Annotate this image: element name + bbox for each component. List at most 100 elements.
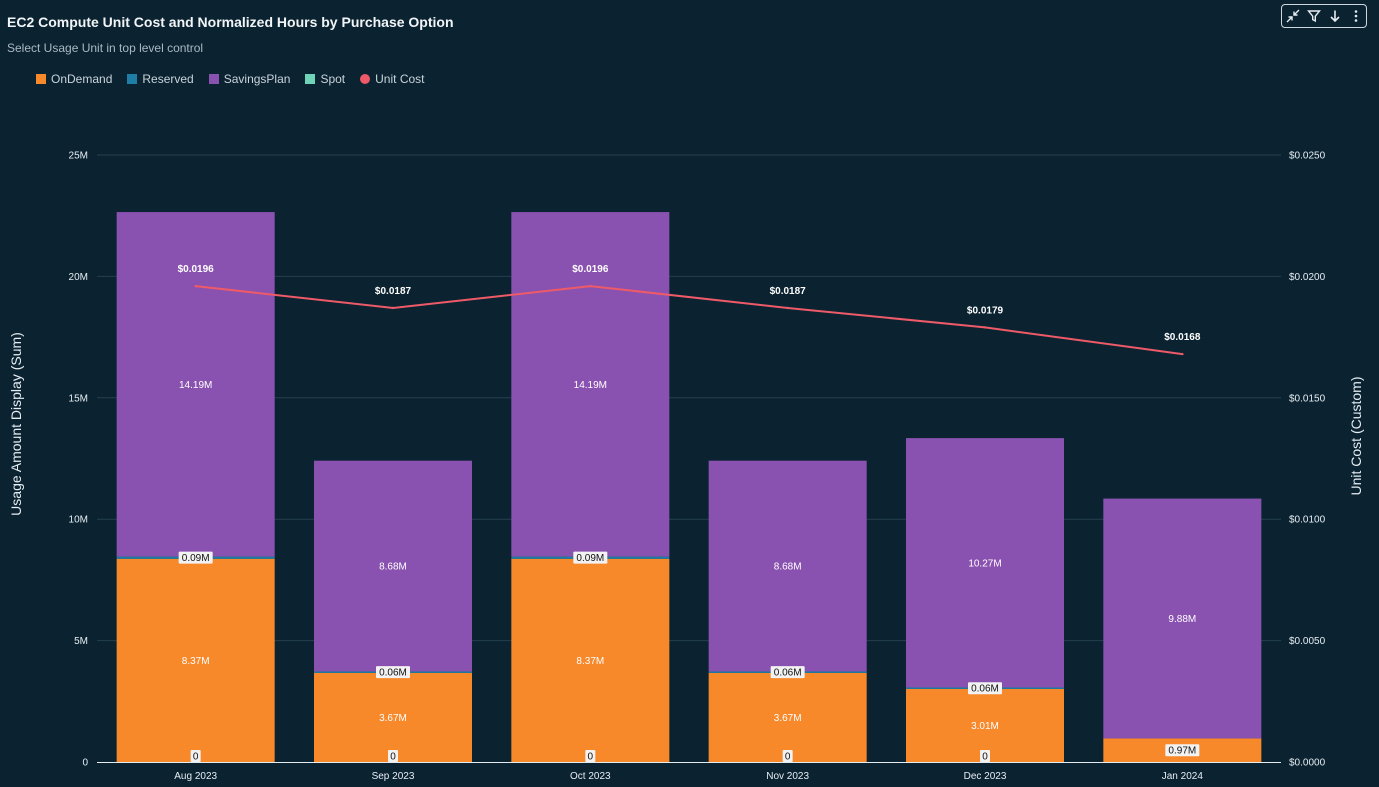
- unit-cost-point: [391, 306, 395, 310]
- legend-swatch: [36, 74, 46, 84]
- bar-value-label: 0.97M: [1168, 746, 1196, 757]
- bar-value-label: 3.67M: [774, 713, 802, 724]
- unit-cost-point: [194, 284, 197, 288]
- x-tick-label: Aug 2023: [174, 771, 217, 782]
- legend-swatch: [360, 74, 371, 84]
- y2-axis-title: Unit Cost (Custom): [1348, 376, 1364, 495]
- legend-item-reserved[interactable]: Reserved: [127, 72, 194, 86]
- download-button[interactable]: [1324, 5, 1345, 27]
- collapse-button[interactable]: [1282, 5, 1303, 27]
- bar-value-label-box: [573, 551, 608, 564]
- bar-value-label: 0.06M: [379, 668, 407, 679]
- unit-cost-label: $0.0187: [375, 286, 412, 297]
- x-tick-label: Jan 2024: [1162, 771, 1204, 782]
- bar-segment-savingsplan: [906, 438, 1064, 688]
- unit-cost-label: $0.0179: [967, 305, 1004, 316]
- legend-item-savingsplan[interactable]: SavingsPlan: [208, 72, 291, 86]
- bar-value-label-box: [388, 750, 398, 762]
- unit-cost-label: $0.0196: [572, 264, 609, 275]
- y2-tick-label: $0.0000: [1289, 758, 1326, 769]
- legend-label: Spot: [320, 72, 346, 86]
- bar-value-label: 8.68M: [774, 562, 802, 573]
- bar-value-label: 0.09M: [576, 553, 604, 564]
- y-tick-label: 20M: [69, 272, 88, 283]
- bar-value-label-box: [782, 750, 793, 762]
- bar-value-label: 8.37M: [576, 656, 604, 667]
- filter-icon: [1306, 10, 1321, 23]
- bar-segment-ondemand: [708, 672, 867, 762]
- legend-label: Unit Cost: [375, 72, 425, 86]
- y-tick-label: 5M: [74, 636, 88, 647]
- download-icon: [1329, 10, 1340, 23]
- more-options-button[interactable]: [1345, 5, 1366, 27]
- bar-segment-ondemand: [511, 558, 670, 762]
- y2-tick-label: $0.0200: [1289, 272, 1326, 283]
- bar-segment-savingsplan: [1103, 498, 1262, 739]
- bar-segment-savingsplan: [708, 460, 867, 672]
- chart-legend: OnDemand Reserved SavingsPlan Spot Unit Cost: [36, 72, 440, 86]
- bar-value-label-box: [376, 666, 410, 679]
- bar-value-label-box: [190, 750, 201, 762]
- bar-segment-savingsplan: [116, 212, 275, 557]
- legend-item-unit-cost[interactable]: Unit Cost: [360, 72, 425, 86]
- legend-label: SavingsPlan: [223, 72, 291, 86]
- bar-value-label: 8.68M: [379, 562, 407, 573]
- bar-value-label: 10.27M: [968, 558, 1001, 569]
- unit-cost-label: $0.0168: [1164, 332, 1201, 343]
- y2-tick-label: $0.0100: [1289, 515, 1326, 526]
- y2-tick-label: $0.0150: [1289, 393, 1326, 404]
- bar-value-label-box: [1165, 744, 1200, 757]
- bar-value-label: 0: [982, 752, 988, 763]
- bar-value-label: 0.09M: [182, 553, 210, 564]
- y-tick-label: 10M: [69, 515, 88, 526]
- unit-cost-point: [983, 326, 987, 329]
- bar-value-label: 14.19M: [179, 380, 212, 391]
- unit-cost-label: $0.0196: [178, 264, 215, 275]
- legend-label: Reserved: [142, 72, 194, 86]
- chart-title: EC2 Compute Unit Cost and Normalized Hou…: [7, 14, 454, 30]
- x-tick-label: Dec 2023: [964, 771, 1007, 782]
- unit-cost-point: [786, 306, 789, 310]
- y-tick-label: 25M: [69, 151, 88, 162]
- bar-value-label-box: [980, 750, 990, 762]
- bar-value-label-box: [178, 551, 213, 564]
- legend-item-spot[interactable]: Spot: [305, 72, 345, 86]
- x-tick-label: Oct 2023: [570, 771, 611, 782]
- legend-swatch: [208, 74, 219, 84]
- legend-item-ondemand[interactable]: OnDemand: [36, 72, 112, 86]
- unit-cost-label: $0.0187: [770, 286, 807, 297]
- more-icon: [1354, 10, 1357, 22]
- bar-value-label-box: [585, 750, 596, 762]
- y2-tick-label: $0.0250: [1289, 151, 1326, 162]
- unit-cost-point: [1181, 352, 1184, 356]
- filter-button[interactable]: [1303, 5, 1324, 27]
- bar-value-label: 0: [785, 752, 791, 763]
- y2-tick-label: $0.0050: [1289, 636, 1326, 647]
- chart-subtitle: Select Usage Unit in top level control: [7, 41, 204, 55]
- bar-segment-ondemand: [314, 672, 472, 762]
- unit-cost-point: [589, 284, 592, 288]
- y-tick-label: 15M: [69, 393, 88, 404]
- unit-cost-line: [195, 285, 1183, 356]
- bar-segment-savingsplan: [511, 212, 670, 557]
- bar-value-label: 0.06M: [971, 684, 999, 695]
- bar-value-label: 8.37M: [182, 656, 210, 667]
- y-axis-title: Usage Amount Display (Sum): [8, 332, 24, 516]
- legend-swatch: [127, 74, 138, 84]
- bar-value-label-box: [968, 682, 1002, 695]
- bar-segment-ondemand: [116, 558, 275, 762]
- legend-label: OnDemand: [51, 72, 113, 86]
- bar-value-label: 3.01M: [971, 721, 999, 732]
- bar-value-label: 0: [193, 752, 199, 763]
- bar-value-label: 9.88M: [1168, 614, 1196, 625]
- legend-swatch: [305, 74, 316, 84]
- bar-value-label: 14.19M: [574, 380, 607, 391]
- bar-value-label-box: [770, 666, 805, 679]
- x-tick-label: Sep 2023: [372, 771, 415, 782]
- y-tick-label: 0: [82, 758, 88, 769]
- collapse-icon: [1286, 9, 1299, 23]
- bar-segment-ondemand: [906, 688, 1064, 762]
- bar-value-label: 0: [390, 752, 396, 763]
- x-tick-label: Nov 2023: [766, 771, 809, 782]
